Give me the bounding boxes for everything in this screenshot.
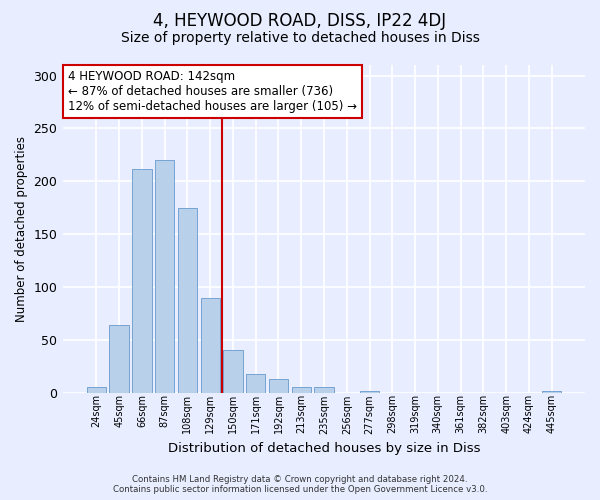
Text: Size of property relative to detached houses in Diss: Size of property relative to detached ho…: [121, 31, 479, 45]
Bar: [223, 350, 242, 393]
Bar: [200, 298, 220, 393]
Bar: [87, 388, 106, 393]
Bar: [314, 388, 334, 393]
X-axis label: Distribution of detached houses by size in Diss: Distribution of detached houses by size …: [168, 442, 480, 455]
Bar: [360, 390, 379, 393]
Bar: [109, 325, 129, 393]
Bar: [132, 168, 152, 393]
Bar: [269, 379, 288, 393]
Y-axis label: Number of detached properties: Number of detached properties: [15, 136, 28, 322]
Text: 4, HEYWOOD ROAD, DISS, IP22 4DJ: 4, HEYWOOD ROAD, DISS, IP22 4DJ: [154, 12, 446, 30]
Bar: [178, 208, 197, 393]
Text: Contains HM Land Registry data © Crown copyright and database right 2024.
Contai: Contains HM Land Registry data © Crown c…: [113, 474, 487, 494]
Bar: [292, 388, 311, 393]
Bar: [246, 374, 265, 393]
Bar: [155, 160, 175, 393]
Bar: [542, 390, 561, 393]
Text: 4 HEYWOOD ROAD: 142sqm
← 87% of detached houses are smaller (736)
12% of semi-de: 4 HEYWOOD ROAD: 142sqm ← 87% of detached…: [68, 70, 357, 113]
